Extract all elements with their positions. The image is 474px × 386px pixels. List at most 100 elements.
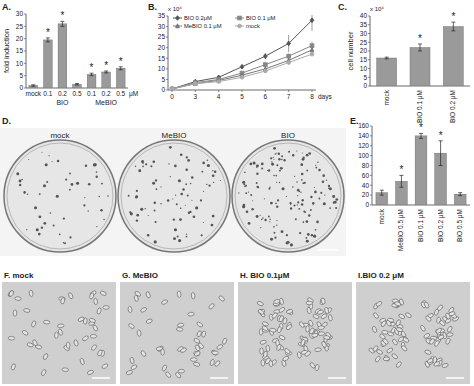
colony <box>289 202 291 204</box>
colony <box>203 191 204 192</box>
colony <box>187 195 189 197</box>
colony <box>160 203 162 205</box>
cell <box>212 351 218 355</box>
cell <box>372 326 378 333</box>
colony <box>135 195 138 198</box>
x-tick-label: 0.1 <box>87 90 96 97</box>
cell <box>194 344 200 351</box>
significance: * <box>419 122 423 133</box>
cell <box>177 323 184 328</box>
y-tick <box>368 77 370 78</box>
colony <box>256 186 258 188</box>
colony <box>220 180 221 181</box>
cell <box>433 361 440 367</box>
scale-bar <box>92 377 110 379</box>
cell <box>446 332 453 336</box>
error-cap <box>380 195 384 196</box>
colony <box>312 202 314 204</box>
colony <box>253 161 256 164</box>
y-tick-label: 10 <box>16 60 24 67</box>
bar <box>377 58 397 86</box>
colony <box>180 207 182 209</box>
significance: * <box>46 27 50 38</box>
cell <box>100 290 107 296</box>
colony <box>69 173 71 175</box>
micrograph <box>238 282 352 384</box>
cell <box>82 335 89 342</box>
cell <box>385 320 392 327</box>
scale-bar <box>210 377 228 379</box>
colony <box>256 167 257 168</box>
cell <box>126 370 133 375</box>
colony <box>161 186 162 187</box>
colony <box>180 193 183 196</box>
bar <box>415 136 427 205</box>
cell <box>257 309 264 316</box>
y-tick <box>370 185 372 186</box>
colony <box>155 179 157 181</box>
colony <box>294 176 295 177</box>
error-line <box>91 73 92 75</box>
legend-marker <box>238 24 242 28</box>
colony <box>136 214 139 217</box>
micrograph <box>2 282 116 384</box>
micrograph-caption: F. mock <box>4 271 34 280</box>
error-line <box>421 133 422 138</box>
colony <box>28 159 29 160</box>
colony <box>246 210 249 213</box>
point <box>170 87 174 90</box>
cell <box>374 355 381 362</box>
cell <box>278 315 284 322</box>
x-tick-label: 0.1 <box>43 90 52 97</box>
colony <box>268 216 270 218</box>
cell <box>395 319 401 326</box>
colony <box>305 237 307 239</box>
legend-marker <box>176 16 180 21</box>
colony <box>16 172 19 175</box>
cell <box>137 330 142 337</box>
colony <box>212 170 213 171</box>
colony <box>282 187 285 190</box>
cell <box>216 344 223 350</box>
cell <box>321 341 327 348</box>
cells <box>126 291 228 379</box>
colony <box>244 172 246 174</box>
colony <box>250 194 252 196</box>
micrograph <box>356 282 470 384</box>
colony <box>71 183 74 186</box>
cell <box>386 347 393 354</box>
y-tick-label: 0 <box>19 84 23 91</box>
cell <box>437 334 444 340</box>
colony <box>273 157 274 158</box>
colony <box>270 238 273 241</box>
colony <box>296 150 297 151</box>
cell <box>54 332 58 339</box>
colony <box>49 155 50 156</box>
y-tick <box>24 51 26 52</box>
colony <box>280 167 283 170</box>
x-tick-label: 0.5 <box>116 90 125 97</box>
colony <box>264 219 266 221</box>
colony <box>269 219 270 220</box>
colony <box>302 199 304 201</box>
error-line <box>120 67 121 70</box>
y-tick-label: 35 <box>158 12 166 19</box>
dish-rim <box>235 143 341 249</box>
colony <box>308 214 310 216</box>
colony <box>275 175 277 177</box>
error-line <box>420 44 421 51</box>
legend-label: mock <box>246 23 260 29</box>
y-tick <box>166 37 168 38</box>
cell <box>424 301 430 308</box>
error-cap <box>418 51 422 52</box>
significance: * <box>439 130 443 141</box>
colony <box>179 218 182 221</box>
colony <box>306 170 308 172</box>
colony <box>53 225 55 227</box>
colony <box>212 174 215 177</box>
y-tick <box>370 155 372 156</box>
error-bar <box>104 71 108 73</box>
colony <box>142 162 144 164</box>
colony <box>154 240 157 243</box>
y-axis <box>168 16 169 90</box>
